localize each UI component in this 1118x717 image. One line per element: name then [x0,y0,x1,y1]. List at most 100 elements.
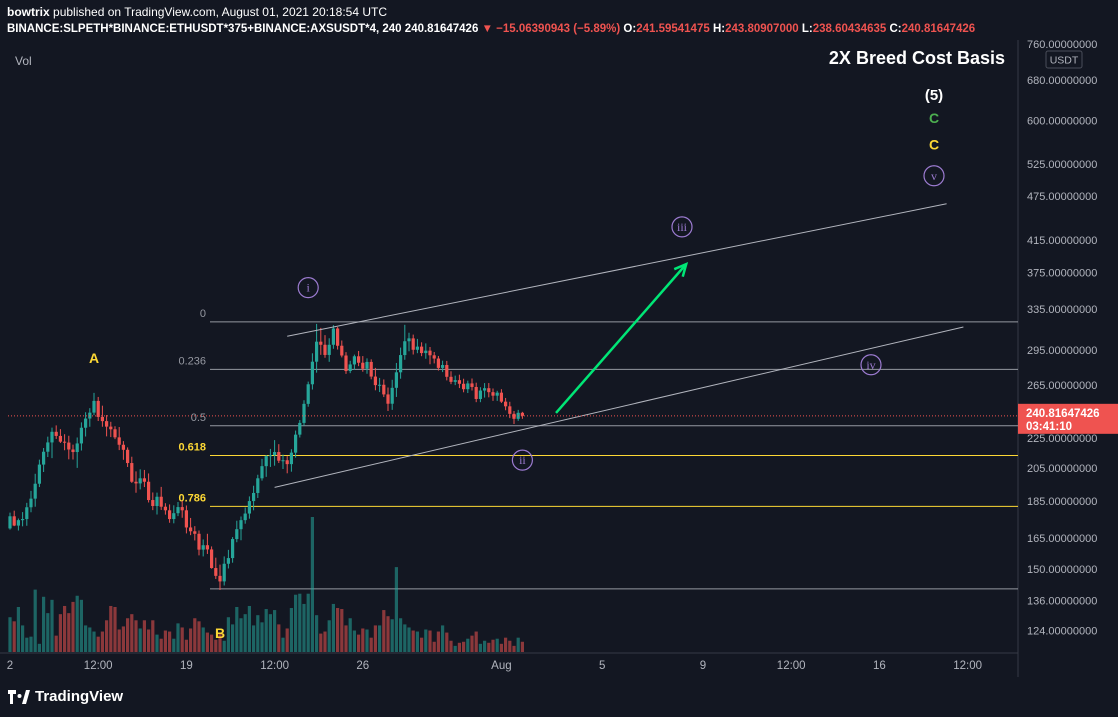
symbol-line: BINANCE:SLPETH*BINANCE:ETHUSDT*375+BINAN… [7,23,975,35]
y-axis-tick: 760.00000000 [1027,40,1097,51]
volume-bar [54,635,58,652]
y-axis-tick: 335.00000000 [1027,304,1097,316]
volume-bar [172,638,176,652]
y-axis-tick: 680.00000000 [1027,75,1097,87]
volume-bar [58,614,62,652]
x-axis-tick: 19 [180,660,193,672]
candle-body [264,456,268,467]
candle-body [147,481,151,501]
candle-body [218,575,222,582]
volume-bar [441,625,445,652]
candle-body [168,510,172,520]
volume-bar [168,631,172,652]
volume-bar [176,623,180,652]
candle-body [285,460,289,465]
candle-body [201,545,205,550]
candle-body [222,563,226,582]
candle-body [172,513,176,520]
footer: TradingView [0,684,1118,717]
price-chart[interactable]: 2X Breed Cost Basis Vol USDT 0 0.236 0.5 0.618… [0,40,1118,677]
candle-body [499,392,503,402]
candle-body [273,452,277,456]
candle-body [205,545,209,550]
currency-badge [1045,50,1083,69]
volume-bar [84,625,88,652]
volume-bar [197,621,201,652]
volume-bar [487,642,491,652]
volume-bar [298,593,302,652]
candle-body [226,558,230,564]
low-value: 238.60434635 [812,23,887,35]
candle-body [399,355,403,373]
volume-bar [37,643,41,652]
y-axis-tick: 136.00000000 [1027,596,1097,608]
candle-body [495,392,499,396]
volume-bar [88,627,92,652]
volume-bar [436,631,440,652]
fib-level-label: 0.786 [178,492,206,504]
x-axis-tick: 26 [356,660,369,672]
volume-bar [361,628,365,652]
candle-body [319,341,323,345]
fib-level-label: 0.5 [191,412,206,424]
volume-bar [105,620,109,652]
candle-body [16,520,20,526]
tradingview-brand: TradingView [35,688,124,705]
candle-body [453,380,457,382]
symbol-name[interactable]: BINANCE:SLPETH*BINANCE:ETHUSDT*375+BINAN… [7,23,402,35]
volume-bar [71,601,75,652]
candle-body [302,403,306,423]
low-label: L: [801,23,813,35]
volume-bar [163,630,167,652]
tradingview-logo-icon [8,689,30,704]
volume-bar [369,637,373,652]
candle-body [210,549,214,569]
volume-bar [365,629,369,652]
chart-area[interactable]: 2X Breed Cost Basis Vol USDT 0 0.236 0.5 0.618… [0,40,1118,677]
volume-bar [96,636,100,652]
candle-body [231,539,235,559]
candle-body [478,390,482,399]
candle-body [42,451,46,465]
candle-body [247,501,251,514]
volume-bar [264,609,268,652]
candle-body [310,361,314,385]
candle-body [67,442,71,450]
volume-bar [193,618,197,652]
tradingview-logo[interactable]: TradingView [8,688,123,705]
candle-body [365,361,369,369]
volume-bar [310,517,314,652]
y-axis-tick: 265.00000000 [1027,380,1097,392]
volume-bar [289,608,293,652]
volume-bar [252,625,256,652]
candle-body [46,442,50,452]
volume-bar [50,599,54,652]
candle-body [12,516,16,526]
candle-body [424,350,428,354]
volume-bar [336,608,340,652]
candle-body [79,427,83,444]
candle-body [357,356,361,363]
volume-bar [407,627,411,652]
volume-bar [184,639,188,652]
volume-bar [256,615,260,652]
x-axis-tick: 16 [873,660,886,672]
volume-bar [453,645,457,652]
candle-body [96,400,100,417]
volume-bar [75,595,79,652]
y-axis-tick: 205.00000000 [1027,463,1097,475]
wave-label: C [929,110,939,126]
volume-bar [340,609,344,652]
volume-bar [344,625,348,652]
volume-bar [126,618,130,652]
down-arrow-icon: ▼ [481,23,493,35]
wave-label-circle [511,449,534,471]
volume-bar [226,617,230,652]
candle-body [214,568,218,576]
candle-body [474,386,478,399]
wave-label: v [931,169,937,183]
author-name[interactable]: bowtrix [7,5,50,19]
candle-body [411,338,415,350]
volume-bar [205,632,209,652]
x-axis-tick: 2 [7,660,13,672]
